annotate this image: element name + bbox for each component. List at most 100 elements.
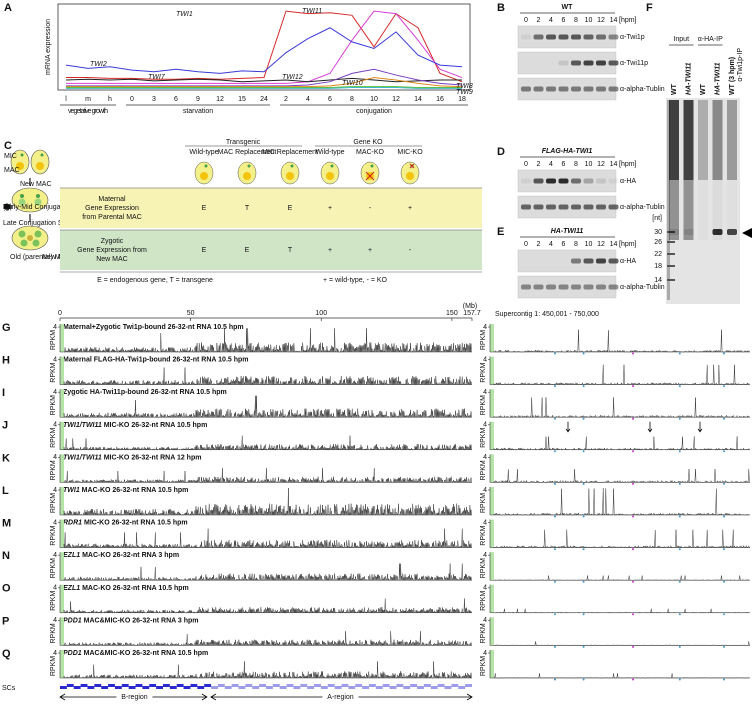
blot-band <box>558 284 569 290</box>
label-bg <box>322 693 359 701</box>
size-label: 26 <box>654 239 662 246</box>
track-strip <box>60 552 64 581</box>
blot-band <box>558 34 569 40</box>
panel-letter: M <box>2 518 11 530</box>
column-label: MIC-KO <box>397 149 423 156</box>
panel-letter: P <box>2 615 9 627</box>
panel-letter: G <box>2 322 11 334</box>
scaffold-block <box>252 686 260 689</box>
track-text: MIC-KO 26-32-nt RNA 10.5 hpm <box>82 519 188 526</box>
track-strip <box>490 584 494 613</box>
panel-letter: B <box>497 2 505 14</box>
gel-ladder <box>667 100 670 300</box>
x-tick-label: 8 <box>350 96 354 103</box>
track-strip <box>60 650 64 678</box>
feature-dot <box>723 352 725 355</box>
series-line <box>66 77 463 88</box>
signal-trace <box>493 673 750 679</box>
scaffold-block <box>341 684 349 687</box>
y-axis-label: RPKM <box>480 525 487 545</box>
gel-band <box>669 229 679 235</box>
scaffold-block <box>396 684 404 687</box>
track-strip <box>60 519 64 548</box>
feature-dot <box>678 580 681 583</box>
scaffold-block <box>190 684 198 687</box>
y-tick-label: 4 <box>483 422 487 429</box>
feature-dot <box>723 482 725 485</box>
scaffold-block <box>423 684 431 687</box>
feature-dot <box>554 580 556 583</box>
group-label: Input <box>673 36 689 43</box>
lane-label: 6 <box>562 17 566 24</box>
blot-band <box>533 284 544 290</box>
lane-label: 0 <box>524 241 528 248</box>
y-axis-label: RPKM <box>50 591 57 611</box>
scaffold-block <box>430 686 438 689</box>
row-label: from Parental MAC <box>82 214 142 221</box>
series-label: TWI1 <box>176 11 193 18</box>
nucleus <box>32 239 40 247</box>
y-axis-label: RPKM <box>480 460 487 480</box>
table-cell: + <box>368 247 372 254</box>
series-label: TWI9 <box>456 89 473 96</box>
row-label: Zygotic <box>101 238 124 245</box>
table-cell: + <box>328 247 332 254</box>
nucleus <box>286 172 294 180</box>
feature-dot <box>632 515 634 518</box>
column-label: Wild-type <box>189 149 218 156</box>
feature-dot <box>678 450 681 453</box>
signal-trace <box>63 487 472 516</box>
blot-band <box>571 34 581 40</box>
nucleus <box>34 230 42 238</box>
blot-band <box>596 284 606 290</box>
stage-label: Early-Mid Conjugation Stages (E0 ~6-7 hp… <box>3 204 13 211</box>
signal-trace <box>63 367 472 386</box>
series-label: TWI12 <box>282 74 303 81</box>
signal-trace <box>493 329 750 353</box>
feature-dot <box>678 645 681 648</box>
scaffold-block <box>176 684 184 687</box>
antibody-label: α-alpha-Tublin <box>620 204 665 211</box>
track-strip <box>60 454 64 483</box>
ko-cross <box>409 163 415 169</box>
blot-band <box>583 34 594 40</box>
table-cell: E <box>288 205 293 212</box>
column-label: MAC Replacement <box>218 149 277 156</box>
signal-trace <box>493 488 750 516</box>
feature-dot <box>554 613 556 616</box>
track-strip <box>60 617 64 646</box>
table-cell: - <box>369 205 372 212</box>
y-axis-label: RPKM <box>480 493 487 513</box>
scaffold-block <box>231 684 239 687</box>
row-label: New MAC <box>96 256 128 263</box>
group-label: α-HA-IP <box>698 36 723 43</box>
panel-letter: O <box>2 583 11 595</box>
track-text: MAC&MIC-KO 26-32-nt RNA 3 hpm <box>82 617 199 624</box>
y-axis-label: RPKM <box>480 428 487 448</box>
cell-label: New MIC <box>42 254 71 261</box>
track-text: Maternal+Zygotic Twi1p-bound 26-32-nt RN… <box>63 324 244 331</box>
feature-dot <box>554 678 556 681</box>
feature-dot <box>678 417 681 420</box>
track-label: TWI1 MAC-KO 26-32-nt RNA 10.5 hpm <box>63 487 188 494</box>
scaffold-block <box>382 684 390 687</box>
row-label: Gene Expression <box>85 205 139 212</box>
gel-smear <box>683 100 694 180</box>
blot-band <box>571 284 581 290</box>
table-cell: + <box>408 205 412 212</box>
y-axis-label: RPKM <box>50 558 57 578</box>
scaffold-block <box>204 684 212 687</box>
x-tick-label: 0 <box>130 96 134 103</box>
gel-smear <box>712 180 723 240</box>
feature-dot <box>582 515 585 518</box>
scaffold-block <box>142 686 150 689</box>
scaffold-block <box>101 686 109 689</box>
nucleus <box>18 230 26 238</box>
x-tick-label: 12 <box>216 96 224 103</box>
x-tick-label: h <box>108 96 112 103</box>
scaffold-block <box>156 686 163 689</box>
y-tick-label: 4 <box>483 650 487 657</box>
y-axis-label: RPKM <box>50 525 57 545</box>
feature-dot <box>582 678 585 681</box>
gel-band <box>712 229 723 235</box>
